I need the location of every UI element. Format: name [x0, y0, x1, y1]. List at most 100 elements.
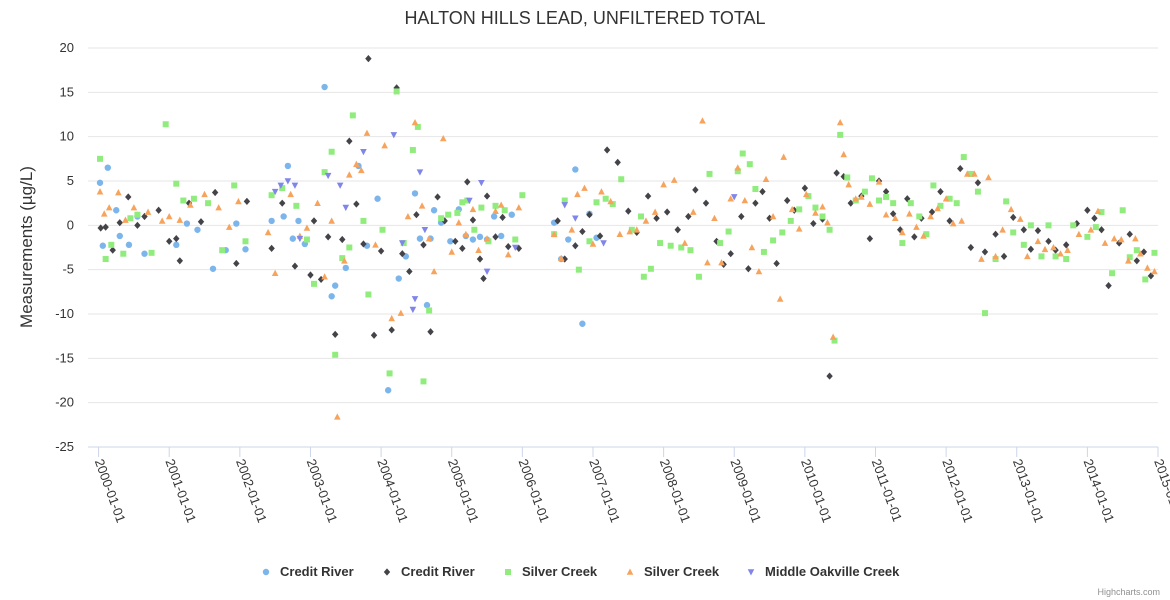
data-point[interactable]	[689, 208, 697, 215]
data-point[interactable]	[600, 240, 607, 247]
data-point[interactable]	[411, 190, 419, 197]
data-point[interactable]	[734, 168, 741, 175]
data-point[interactable]	[279, 199, 286, 207]
data-point[interactable]	[752, 185, 759, 192]
data-point[interactable]	[1109, 270, 1116, 277]
data-point[interactable]	[504, 251, 512, 258]
data-point[interactable]	[1091, 214, 1098, 222]
data-point[interactable]	[176, 257, 184, 265]
data-point[interactable]	[953, 200, 960, 207]
data-point[interactable]	[233, 220, 240, 227]
data-point[interactable]	[942, 195, 950, 202]
data-point[interactable]	[242, 238, 249, 245]
data-point[interactable]	[296, 235, 304, 243]
data-point[interactable]	[464, 197, 471, 204]
data-point[interactable]	[852, 195, 860, 202]
data-point[interactable]	[353, 160, 360, 167]
data-point[interactable]	[324, 233, 332, 241]
data-point[interactable]	[284, 162, 292, 170]
data-point[interactable]	[787, 217, 794, 224]
data-point[interactable]	[927, 212, 934, 220]
data-point[interactable]	[339, 235, 346, 244]
data-point[interactable]	[788, 205, 796, 213]
data-point[interactable]	[1020, 226, 1028, 234]
data-point[interactable]	[784, 196, 791, 205]
data-point[interactable]	[459, 199, 466, 206]
data-point[interactable]	[420, 378, 427, 385]
data-point[interactable]	[1057, 250, 1064, 257]
data-point[interactable]	[1038, 253, 1045, 260]
data-point[interactable]	[958, 217, 965, 224]
data-point[interactable]	[796, 206, 803, 213]
data-point[interactable]	[105, 204, 113, 211]
data-point[interactable]	[833, 169, 840, 177]
data-point[interactable]	[561, 197, 568, 204]
data-point[interactable]	[466, 197, 473, 205]
data-point[interactable]	[674, 226, 681, 234]
data-point[interactable]	[416, 169, 424, 176]
data-point[interactable]	[861, 188, 868, 195]
data-point[interactable]	[1133, 247, 1140, 254]
data-point[interactable]	[287, 190, 294, 198]
data-point[interactable]	[115, 189, 122, 196]
data-point[interactable]	[930, 182, 937, 189]
data-point[interactable]	[413, 211, 420, 219]
data-point[interactable]	[166, 237, 173, 245]
data-point[interactable]	[349, 112, 356, 119]
data-point[interactable]	[108, 241, 115, 248]
data-point[interactable]	[201, 190, 208, 198]
data-point[interactable]	[727, 250, 734, 258]
data-point[interactable]	[173, 235, 180, 243]
data-point[interactable]	[759, 188, 766, 196]
data-point[interactable]	[1034, 227, 1042, 235]
data-point[interactable]	[1010, 229, 1017, 236]
data-point[interactable]	[360, 148, 367, 156]
data-point[interactable]	[501, 207, 508, 214]
data-point[interactable]	[194, 226, 201, 233]
data-point[interactable]	[215, 204, 222, 211]
data-point[interactable]	[1016, 215, 1024, 222]
data-point[interactable]	[663, 208, 671, 216]
data-point[interactable]	[574, 190, 581, 198]
legend-symbol[interactable]	[262, 568, 270, 576]
data-point[interactable]	[99, 242, 107, 249]
data-point[interactable]	[475, 246, 482, 253]
data-point[interactable]	[667, 242, 674, 249]
data-point[interactable]	[937, 188, 944, 196]
data-point[interactable]	[755, 267, 763, 275]
data-point[interactable]	[480, 274, 487, 283]
data-point[interactable]	[1144, 264, 1151, 271]
data-point[interactable]	[109, 246, 116, 254]
data-point[interactable]	[586, 238, 593, 245]
data-point[interactable]	[125, 241, 133, 249]
data-point[interactable]	[974, 179, 982, 187]
data-point[interactable]	[717, 240, 724, 247]
data-point[interactable]	[384, 387, 392, 394]
data-point[interactable]	[687, 247, 694, 254]
data-point[interactable]	[339, 255, 346, 262]
data-point[interactable]	[311, 280, 318, 287]
data-point[interactable]	[332, 351, 339, 358]
data-point[interactable]	[293, 202, 300, 209]
data-point[interactable]	[920, 232, 927, 239]
data-point[interactable]	[937, 202, 944, 209]
data-point[interactable]	[280, 213, 287, 220]
data-point[interactable]	[310, 217, 318, 225]
data-point[interactable]	[1027, 245, 1035, 253]
data-point[interactable]	[102, 256, 109, 263]
data-point[interactable]	[439, 134, 447, 142]
data-point[interactable]	[626, 228, 634, 235]
data-point[interactable]	[770, 237, 777, 244]
data-point[interactable]	[607, 197, 614, 205]
data-point[interactable]	[647, 265, 654, 272]
data-point[interactable]	[398, 240, 406, 247]
data-point[interactable]	[508, 211, 515, 218]
data-point[interactable]	[633, 226, 641, 233]
data-point[interactable]	[801, 184, 809, 192]
data-point[interactable]	[575, 266, 582, 273]
data-point[interactable]	[579, 320, 586, 327]
data-point[interactable]	[640, 273, 647, 280]
data-point[interactable]	[307, 271, 314, 279]
data-point[interactable]	[268, 217, 275, 225]
data-point[interactable]	[614, 158, 621, 166]
